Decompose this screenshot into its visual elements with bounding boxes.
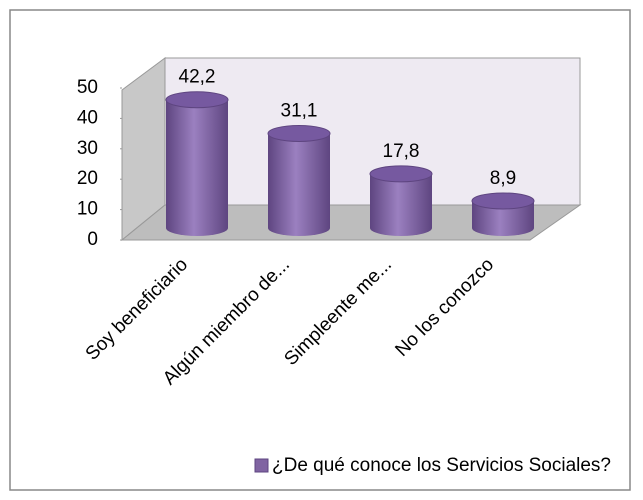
y-tick-label: 30: [77, 138, 98, 159]
y-tick-label: 40: [77, 107, 98, 128]
data-label: 8,9: [490, 168, 516, 189]
bar-top: [267, 124, 331, 142]
bar-top: [369, 165, 433, 183]
bar-top: [471, 192, 535, 210]
bar: [472, 200, 534, 236]
data-label: 31,1: [281, 100, 318, 121]
bar-top: [165, 91, 229, 109]
bar: [166, 99, 228, 236]
bar: [268, 133, 330, 236]
y-tick-label: 20: [77, 168, 98, 189]
y-tick-label: 0: [87, 229, 98, 250]
data-label: 17,8: [383, 141, 420, 162]
legend-swatch: [254, 458, 269, 473]
y-tick-label: 50: [77, 77, 98, 98]
y-tick-label: 10: [77, 199, 98, 220]
data-label: 42,2: [179, 67, 216, 88]
bar: [370, 173, 432, 236]
floor: [120, 204, 582, 241]
legend-label: ¿De qué conoce los Servicios Sociales?: [272, 455, 611, 476]
